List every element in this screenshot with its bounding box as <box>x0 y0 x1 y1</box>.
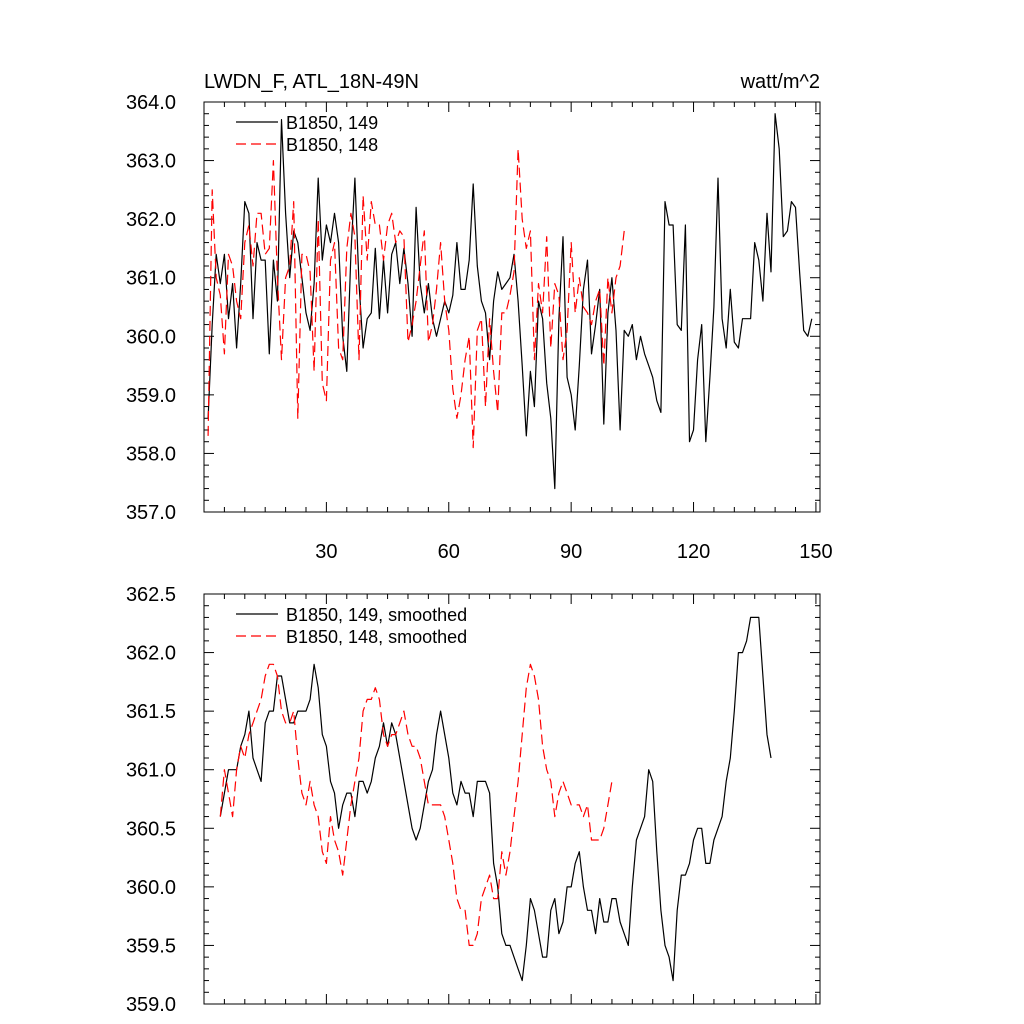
top-x-tick-label: 60 <box>438 541 460 563</box>
top-x-tick-label: 30 <box>315 541 337 563</box>
bottom-series-line-red-dashed <box>219 663 613 947</box>
bottom-y-tick-label: 362.5 <box>126 584 176 606</box>
bottom-y-tick-label: 359.0 <box>126 994 176 1016</box>
bottom-y-tick-label: 361.5 <box>126 701 176 723</box>
top-y-tick-label: 358.0 <box>126 443 176 465</box>
top-chart-units-label: watt/m^2 <box>740 71 820 93</box>
top-legend-label: B1850, 149 <box>286 113 378 133</box>
bottom-y-tick-label: 361.0 <box>126 760 176 782</box>
bottom-series-line-black <box>219 616 772 982</box>
top-x-tick-label: 120 <box>677 541 710 563</box>
top-y-tick-label: 361.0 <box>126 268 176 290</box>
top-x-tick-label: 90 <box>560 541 582 563</box>
bottom-legend-label: B1850, 149, smoothed <box>286 605 467 625</box>
bottom-y-tick-label: 359.5 <box>126 935 176 957</box>
top-panel: LWDN_F, ATL_18N-49N watt/m^2 357.0 358.0 3… <box>126 71 833 563</box>
top-y-tick-label: 357.0 <box>126 502 176 524</box>
bottom-y-tick-label: 360.5 <box>126 818 176 840</box>
bottom-y-tick-label: 360.0 <box>126 877 176 899</box>
top-chart-title: LWDN_F, ATL_18N-49N <box>204 71 419 93</box>
top-plot-frame <box>203 101 821 513</box>
bottom-legend-label: B1850, 148, smoothed <box>286 627 467 647</box>
bottom-y-tick-label: 362.0 <box>126 643 176 665</box>
bottom-panel: 359.0 359.5 360.0 360.5 361.0 361.5 362.0 362.5… <box>126 584 821 1016</box>
top-x-tick-label: 150 <box>799 541 832 563</box>
top-series-line-black <box>207 113 813 490</box>
top-y-tick-label: 360.0 <box>126 326 176 348</box>
top-series-line-red-dashed <box>207 148 625 449</box>
bottom-plot-frame <box>203 593 821 1005</box>
top-y-tick-label: 364.0 <box>126 92 176 114</box>
top-y-tick-label: 362.0 <box>126 209 176 231</box>
top-legend-label: B1850, 148 <box>286 135 378 155</box>
top-y-tick-label: 363.0 <box>126 151 176 173</box>
top-y-tick-label: 359.0 <box>126 385 176 407</box>
